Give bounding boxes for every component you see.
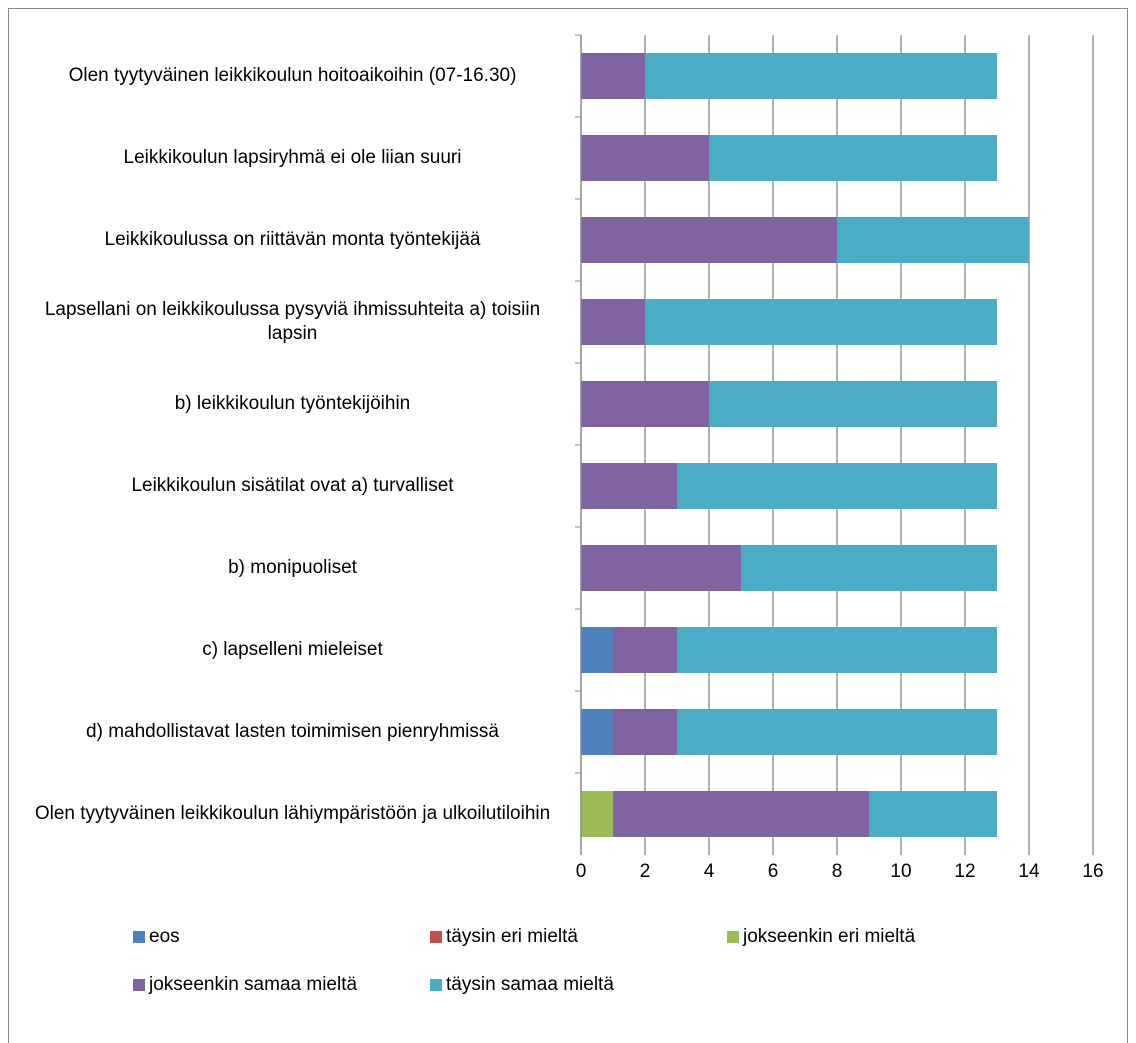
bar-segment [677, 627, 997, 673]
x-tick-label: 4 [704, 861, 715, 882]
legend-label: jokseenkin eri mieltä [742, 926, 916, 947]
bar-segment [581, 135, 709, 181]
frame [8, 8, 1128, 1043]
legend-swatch [133, 931, 145, 943]
bar-segment [677, 463, 997, 509]
bar-segment [837, 217, 1029, 263]
bar-segment [741, 545, 997, 591]
y-tick-label: d) mahdollistavat lasten toimimisen pien… [86, 721, 499, 742]
bar-segment [613, 709, 677, 755]
bar-segment [613, 791, 869, 837]
bar-segment [581, 463, 677, 509]
legend-label: eos [149, 926, 180, 947]
legend-swatch [133, 979, 145, 991]
legend-swatch [727, 931, 739, 943]
bar-segment [581, 545, 741, 591]
bar-segment [581, 381, 709, 427]
y-tick-label: Leikkikoulun sisätilat ovat a) turvallis… [131, 475, 454, 496]
legend-label: jokseenkin samaa mieltä [148, 974, 357, 995]
bar-segment [709, 381, 997, 427]
legend-label: täysin eri mieltä [446, 926, 578, 947]
y-tick-label: b) leikkikoulun työntekijöihin [174, 393, 411, 414]
bar-segment [645, 53, 997, 99]
y-tick-label: b) monipuoliset [228, 557, 357, 578]
x-tick-label: 8 [832, 861, 843, 882]
x-tick-label: 10 [890, 861, 911, 882]
x-tick-label: 12 [954, 861, 975, 882]
legend-swatch [430, 931, 442, 943]
bar-segment [613, 627, 677, 673]
bar-segment [869, 791, 997, 837]
x-tick-label: 14 [1018, 861, 1040, 882]
bar-segment [709, 135, 997, 181]
y-tick-label: Leikkikoulun lapsiryhmä ei ole liian suu… [123, 147, 462, 168]
bar-segment [581, 791, 613, 837]
bar-segment [677, 709, 997, 755]
y-tick-label: Leikkikoulussa on riittävän monta työnte… [104, 229, 481, 250]
bar-segment [645, 299, 997, 345]
legend-label: täysin samaa mieltä [446, 974, 614, 995]
bar-segment [581, 217, 837, 263]
x-tick-label: 0 [576, 861, 587, 882]
x-tick-label: 16 [1082, 861, 1103, 882]
x-tick-label: 6 [768, 861, 779, 882]
bar-segment [581, 627, 613, 673]
y-tick-label: c) lapselleni mieleiset [202, 639, 383, 660]
bar-segment [581, 299, 645, 345]
y-tick-label: Olen tyytyväinen leikkikoulun lähiympäri… [34, 803, 551, 824]
legend-swatch [430, 979, 442, 991]
x-tick-label: 2 [640, 861, 651, 882]
bar-segment [581, 709, 613, 755]
y-tick-label: Olen tyytyväinen leikkikoulun hoitoaikoi… [68, 65, 517, 86]
y-tick-label: Lapsellani on leikkikoulussa pysyviä ihm… [44, 299, 541, 344]
bar-segment [581, 53, 645, 99]
